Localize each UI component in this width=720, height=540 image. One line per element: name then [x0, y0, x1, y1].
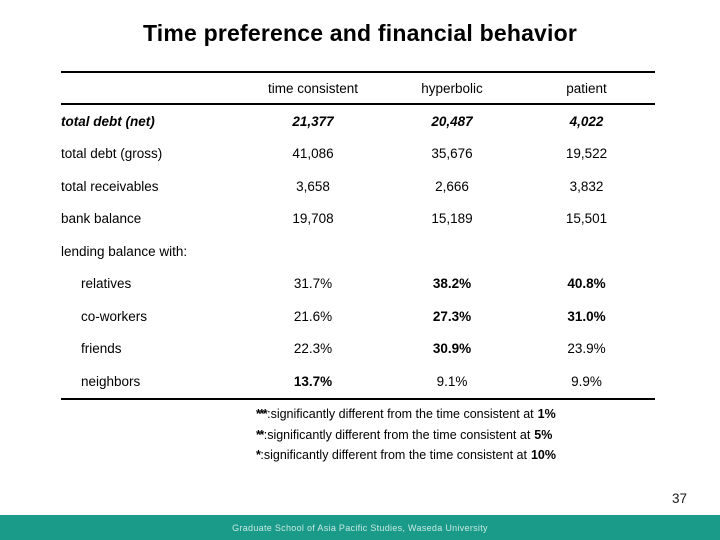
slide-title: Time preference and financial behavior: [142, 20, 578, 46]
table-cell: 15,501: [565, 211, 608, 227]
row-label: total debt (net): [61, 113, 155, 129]
footnote-level: 5%: [534, 427, 553, 442]
table-cell: 19,522: [565, 146, 608, 162]
table-cell: 31.7%: [293, 276, 333, 292]
table-cell: 38.2%: [432, 276, 472, 292]
table-cell: 21.6%: [293, 308, 333, 324]
financial-table: time consistent hyperbolic patient total…: [61, 71, 655, 400]
row-label: neighbors: [81, 373, 141, 389]
footnote-line: **:significantly different from the time…: [256, 425, 556, 446]
table-cell: 19,708: [292, 211, 334, 227]
page-number: 37: [671, 491, 687, 506]
row-label: co-workers: [81, 308, 148, 324]
footnote-stars: ***: [256, 407, 268, 421]
footnote-stars: **: [256, 427, 264, 442]
row-label: lending balance with:: [61, 243, 188, 259]
table-cell: 4,022: [569, 113, 604, 129]
row-label: friends: [81, 341, 122, 357]
footnote-text: :significantly different from the time c…: [267, 407, 534, 421]
table-cell: 22.3%: [293, 341, 333, 357]
row-label: bank balance: [61, 211, 142, 227]
table-cell: 3,658: [296, 178, 330, 194]
table-cell: 31.0%: [567, 308, 606, 324]
footer-institution-text: Graduate School of Asia Pacific Studies,…: [232, 522, 488, 533]
table-cell: 9.9%: [571, 373, 602, 389]
table-row: relatives 31.7% 38.2% 40.8%: [61, 268, 655, 301]
table-row: friends 22.3% 30.9% 23.9%: [61, 333, 655, 366]
column-header-patient: patient: [566, 80, 607, 96]
table-cell: 23.9%: [567, 341, 606, 357]
table-cell: 13.7%: [293, 373, 333, 389]
table-section-row: lending balance with:: [61, 235, 655, 268]
footnote-level: 1%: [537, 407, 556, 421]
table-cell: 41,086: [292, 146, 334, 162]
footnote-stars: *: [256, 448, 261, 462]
footer-bar: Graduate School of Asia Pacific Studies,…: [0, 515, 720, 540]
table-cell: 2,666: [435, 178, 469, 194]
table-row: bank balance 19,708 15,189 15,501: [61, 203, 655, 236]
column-header-hyperbolic: hyperbolic: [421, 80, 483, 96]
footnote-text: :significantly different from the time c…: [263, 427, 531, 442]
table-cell: 20,487: [431, 113, 473, 129]
table-row: total debt (gross) 41,086 35,676 19,522: [61, 138, 655, 171]
table-header-row: time consistent hyperbolic patient: [61, 73, 655, 105]
table-cell: 40.8%: [567, 276, 606, 292]
column-header-time-consistent: time consistent: [267, 80, 359, 96]
row-label: total debt (gross): [61, 146, 163, 162]
table-cell: 35,676: [431, 146, 473, 162]
footnote-line: ***:significantly different from the tim…: [256, 404, 556, 425]
table-row: neighbors 13.7% 9.1% 9.9%: [61, 365, 655, 398]
table-cell: 27.3%: [432, 308, 472, 324]
footnote-level: 10%: [530, 448, 556, 462]
row-label: relatives: [81, 276, 132, 292]
row-label: total receivables: [61, 178, 159, 194]
table-cell: 30.9%: [432, 341, 472, 357]
table-row: total receivables 3,658 2,666 3,832: [61, 170, 655, 203]
footnote-line: *:significantly different from the time …: [256, 445, 556, 466]
table-cell: 9.1%: [436, 373, 468, 389]
table-cell: 15,189: [431, 211, 473, 227]
table-row: co-workers 21.6% 27.3% 31.0%: [61, 300, 655, 333]
significance-footnotes: ***:significantly different from the tim…: [256, 404, 556, 466]
table-cell: 3,832: [569, 178, 604, 194]
table-row: total debt (net) 21,377 20,487 4,022: [61, 105, 655, 138]
table-cell: 21,377: [292, 113, 334, 129]
footnote-text: :significantly different from the time c…: [260, 448, 527, 462]
